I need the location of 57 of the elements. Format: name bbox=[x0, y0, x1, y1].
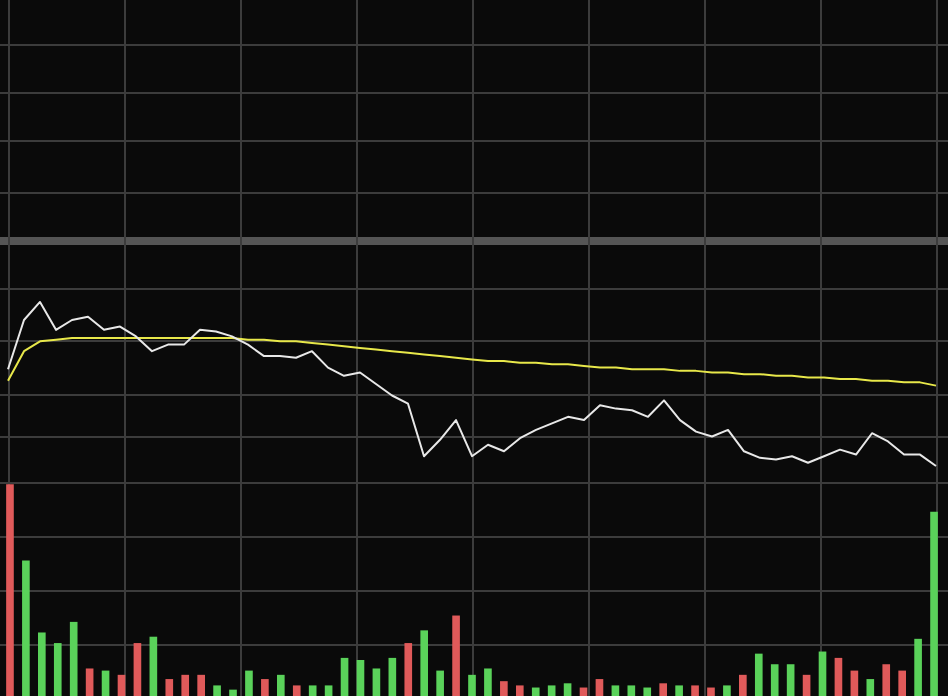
bar bbox=[484, 668, 492, 696]
bar bbox=[420, 630, 429, 696]
bar bbox=[818, 651, 827, 696]
bar bbox=[38, 632, 46, 696]
bar bbox=[723, 685, 731, 696]
bar bbox=[754, 653, 763, 696]
bar bbox=[866, 679, 875, 696]
bar bbox=[882, 664, 891, 696]
bar bbox=[515, 685, 524, 696]
bar bbox=[898, 670, 906, 696]
bar bbox=[595, 679, 604, 696]
bar bbox=[452, 615, 460, 696]
bar bbox=[340, 657, 349, 696]
bar bbox=[563, 683, 572, 696]
bar bbox=[914, 638, 922, 696]
bar bbox=[930, 511, 938, 696]
bar bbox=[436, 670, 444, 696]
bar bbox=[707, 687, 715, 696]
bar bbox=[834, 657, 843, 696]
bar bbox=[261, 679, 269, 696]
bar bbox=[356, 660, 365, 696]
bar bbox=[388, 657, 397, 696]
bar bbox=[659, 683, 668, 696]
bar bbox=[802, 674, 811, 696]
bar bbox=[404, 643, 413, 696]
bar bbox=[53, 643, 62, 696]
bar bbox=[292, 685, 301, 696]
bar bbox=[101, 670, 110, 696]
bar bbox=[691, 685, 699, 696]
bar bbox=[611, 685, 620, 696]
bar bbox=[181, 674, 190, 696]
bar bbox=[197, 674, 205, 696]
bar bbox=[372, 668, 381, 696]
bar bbox=[85, 668, 94, 696]
bar bbox=[468, 674, 476, 696]
bar bbox=[276, 674, 285, 696]
bar bbox=[627, 685, 636, 696]
bar bbox=[324, 685, 333, 696]
bar bbox=[850, 670, 859, 696]
bar bbox=[547, 685, 556, 696]
bar bbox=[786, 664, 795, 696]
bar bbox=[213, 685, 221, 696]
bar bbox=[643, 687, 652, 696]
bar bbox=[149, 636, 158, 696]
bar bbox=[308, 685, 317, 696]
bar bbox=[133, 643, 142, 696]
bar bbox=[22, 560, 30, 696]
bar bbox=[117, 674, 126, 696]
bar bbox=[770, 664, 779, 696]
bar bbox=[69, 621, 78, 696]
bar bbox=[531, 687, 540, 696]
bar bbox=[739, 674, 747, 696]
bar bbox=[675, 685, 683, 696]
bar bbox=[229, 689, 237, 696]
bar bbox=[500, 681, 508, 696]
bar bbox=[165, 679, 174, 696]
bar bbox=[245, 670, 253, 696]
